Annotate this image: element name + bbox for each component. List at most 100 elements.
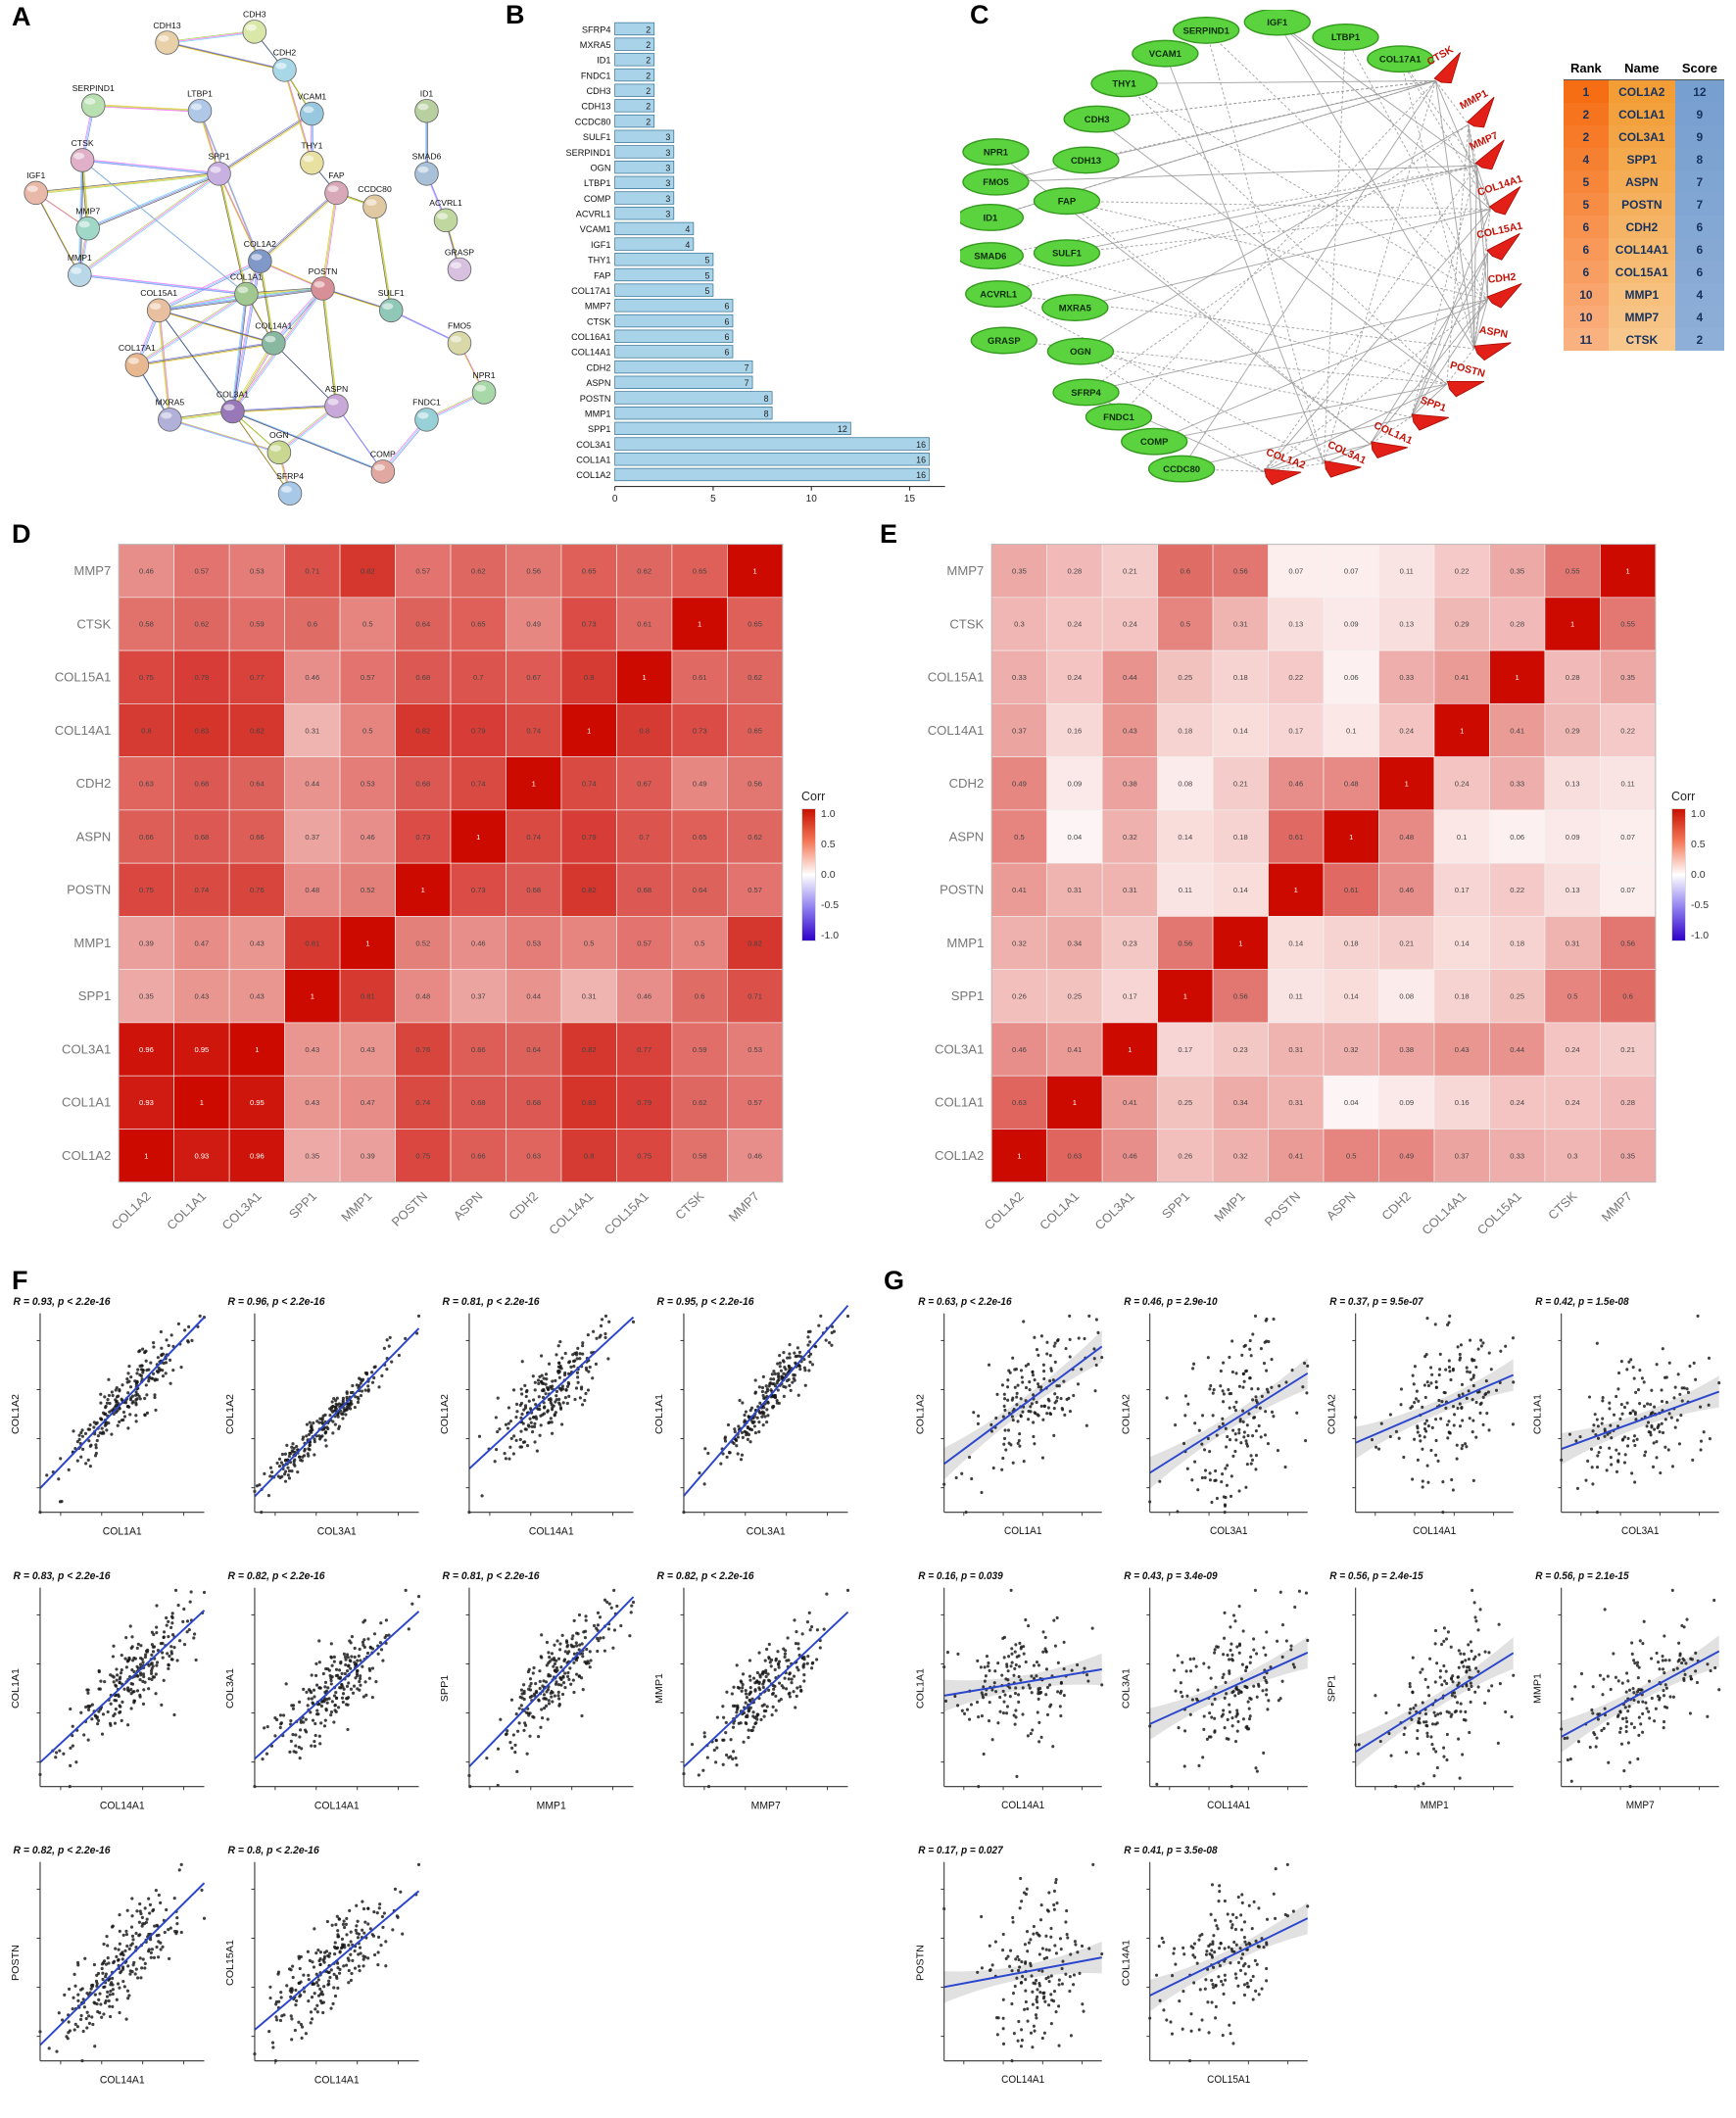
table-cell: 9 (1674, 103, 1724, 125)
heatmap-cell-value: 0.18 (1233, 673, 1248, 682)
heatmap-cell-value: 0.07 (1288, 567, 1303, 576)
table-cell: COL14A1 (1608, 238, 1675, 261)
network-node: COL1A2 (244, 239, 276, 273)
heatmap-cell-value: 0.24 (1399, 726, 1414, 735)
heatmap-cell-value: 1 (1128, 1045, 1132, 1054)
heatmap-cell (671, 756, 728, 811)
heatmap-cell (1600, 969, 1657, 1024)
heatmap-cell (990, 809, 1047, 864)
y-axis-gene-label: COL3A1 (1122, 1668, 1133, 1709)
heatmap-cell-value: 1 (1294, 886, 1298, 894)
heatmap-cell (1268, 1022, 1325, 1077)
heatmap-col-label: COL3A1 (218, 1189, 264, 1233)
heatmap-cell (1378, 969, 1435, 1024)
heatmap-cell (450, 1022, 506, 1077)
heatmap-cell-value: 1 (1183, 992, 1187, 1001)
heatmap-cell-value: 0.75 (415, 1152, 430, 1161)
heatmap-cell (173, 1022, 230, 1077)
bar-category-label: COL1A1 (576, 456, 610, 465)
heatmap-cell (560, 544, 617, 599)
heatmap-cell (727, 703, 784, 757)
heatmap-cell-value: 0.5 (1181, 620, 1191, 629)
heatmap-col-label: CTSK (672, 1188, 707, 1222)
green-gene-node: NPR1 (962, 138, 1030, 166)
svg-text:COL17A1: COL17A1 (119, 343, 156, 353)
svg-text:COL14A1: COL14A1 (255, 321, 292, 331)
svg-text:COMP: COMP (1140, 437, 1168, 448)
heatmap-cell-value: 0.06 (1344, 673, 1359, 682)
heatmap-cell (339, 703, 396, 757)
heatmap-cell (173, 756, 230, 811)
heatmap-col-label: COL15A1 (602, 1189, 652, 1238)
heatmap-cell-value: 0.68 (526, 1098, 541, 1107)
heatmap-cell (1101, 597, 1158, 651)
heatmap-row-label: COL15A1 (55, 670, 112, 685)
panelF-plot-COL1A1-vs-COL3A1: R = 0.95, p < 2.2e-16 COL3A1 COL1A1 (651, 1291, 853, 1554)
heatmap-cell-value: 0.46 (1288, 780, 1303, 789)
heatmap-cell-value: 0.31 (1233, 620, 1248, 629)
heatmap-col-label: POSTN (388, 1189, 430, 1229)
heatmap-cell (990, 862, 1047, 917)
green-gene-node: MXRA5 (1041, 294, 1109, 321)
svg-text:MXRA5: MXRA5 (1059, 303, 1091, 313)
heatmap-col-label: MMP1 (338, 1189, 375, 1225)
heatmap-cell (1489, 809, 1546, 864)
heatmap-cell-value: 0.24 (1566, 1045, 1580, 1054)
heatmap-cell-value: 0.96 (250, 1152, 265, 1161)
heatmap-cell-value: 0.11 (1289, 992, 1303, 1001)
heatmap-col-label: COL1A2 (981, 1189, 1026, 1233)
heatmap-cell (727, 1022, 784, 1077)
bar (614, 207, 675, 220)
table-cell: 6 (1674, 261, 1724, 283)
heatmap-cell-value: 0.82 (582, 886, 597, 894)
heatmap-cell-value: 0.28 (1067, 567, 1082, 576)
bar-category-label: SULF1 (583, 132, 611, 142)
legend-tick: 1.0 (821, 808, 836, 820)
bar-category-label: COL14A1 (571, 348, 610, 358)
regression-line (1355, 1652, 1515, 1754)
heatmap-cell (1489, 916, 1546, 970)
green-gene-node: ACVRL1 (965, 280, 1033, 309)
legend-tick: 0.0 (1691, 869, 1706, 881)
heatmap-cell (1101, 1022, 1158, 1077)
svg-text:LTBP1: LTBP1 (187, 89, 213, 99)
table-cell: 2 (1564, 103, 1609, 125)
heatmap-cell-value: 0.28 (1510, 620, 1524, 629)
heatmap-cell (284, 1075, 341, 1130)
svg-text:GRASP: GRASP (988, 336, 1021, 347)
svg-text:OGN: OGN (1070, 347, 1091, 358)
panel-c-letter: C (970, 0, 989, 29)
y-axis-gene-label: COL1A1 (653, 1394, 665, 1434)
y-axis-gene-label: COL1A2 (1327, 1394, 1338, 1434)
regression-line (1149, 1917, 1309, 1997)
heatmap-cell-value: 0.48 (305, 886, 319, 894)
heatmap-cell-value: 0.21 (1399, 939, 1414, 947)
heatmap-cell-value: 1 (200, 1098, 204, 1107)
heatmap-cell-value: 1 (1460, 726, 1464, 735)
bar-value-label: 2 (646, 86, 651, 96)
heatmap-cell (228, 1022, 285, 1077)
y-axis-gene-label: COL15A1 (224, 1940, 236, 1986)
heatmap-cell-value: 0.63 (139, 780, 154, 789)
heatmap-cell (1323, 862, 1379, 917)
heatmap-cell (560, 1129, 617, 1183)
heatmap-cell-value: 0.44 (1123, 673, 1137, 682)
heatmap-cell (339, 1075, 396, 1130)
heatmap-cell-value: 0.59 (693, 1045, 707, 1054)
heatmap-cell-value: 0.18 (1344, 939, 1359, 947)
heatmap-cell (1600, 756, 1657, 811)
bar-category-label: COMP (584, 194, 611, 204)
regression-line (254, 1611, 420, 1760)
svg-text:CTSK: CTSK (72, 138, 94, 148)
heatmap-col-label: POSTN (1261, 1189, 1303, 1229)
svg-text:NPR1: NPR1 (984, 147, 1008, 158)
green-gene-node: OGN (1046, 337, 1115, 365)
bar (614, 22, 655, 36)
heatmap-cell-value: 1 (1516, 673, 1519, 682)
y-axis-gene-label: COL1A2 (224, 1394, 236, 1434)
table-row: 4 SPP1 8 (1564, 148, 1724, 170)
heatmap-cell (1046, 916, 1103, 970)
heatmap-cell (1212, 969, 1269, 1024)
heatmap-cell-value: 0.61 (1344, 886, 1359, 894)
